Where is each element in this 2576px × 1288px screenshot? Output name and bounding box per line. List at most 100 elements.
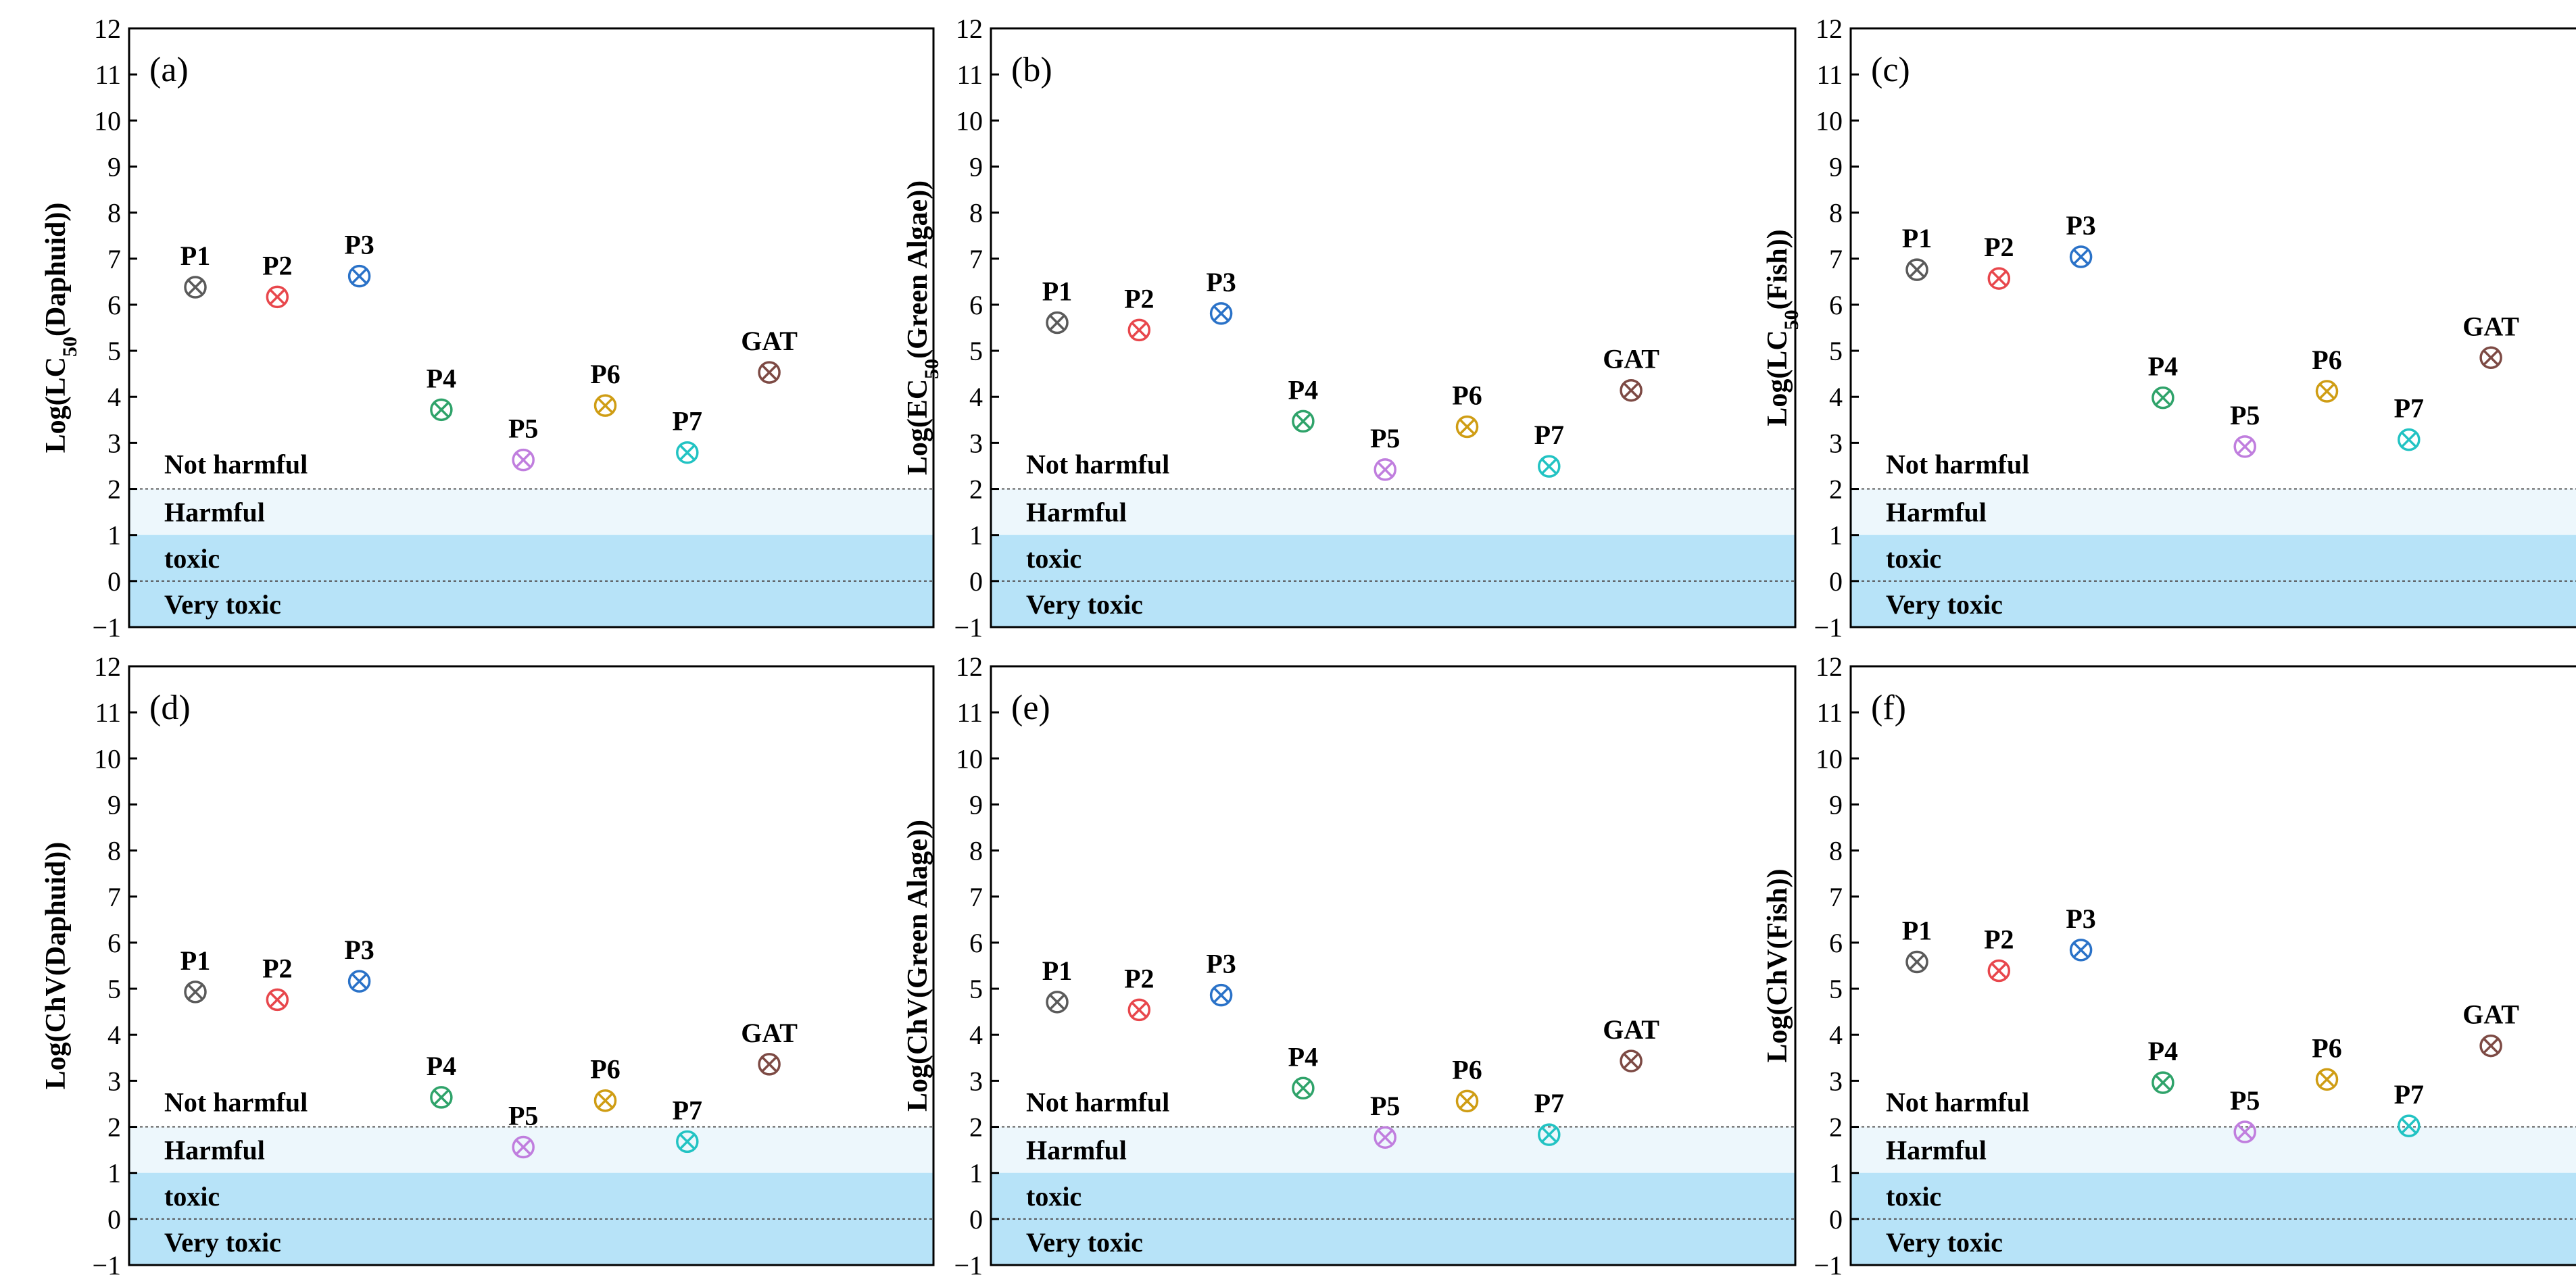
chart-panel-4: −10123456789101112Log(ChV(Daphuid))(d)No… <box>41 651 935 1281</box>
y-tick-label: 6 <box>1829 928 1843 958</box>
data-point-p5: P5 <box>2230 400 2260 458</box>
y-tick-label: 3 <box>969 1066 983 1096</box>
marker-circle <box>2398 428 2421 451</box>
data-point-gat: GAT <box>741 1018 798 1076</box>
data-point-p1: P1 <box>1902 916 1932 974</box>
zone-label-very-toxic: Very toxic <box>164 589 281 620</box>
y-tick-label: −1 <box>954 612 983 643</box>
y-tick-label: 1 <box>969 1158 983 1189</box>
point-label-p2: P2 <box>262 250 292 280</box>
marker-cross <box>1213 305 1230 322</box>
marker-circle <box>1127 318 1151 342</box>
y-tick-label: 4 <box>1829 1020 1843 1050</box>
marker-circle <box>1374 1126 1396 1149</box>
data-point-p3: P3 <box>1206 949 1236 1007</box>
harmful-band <box>991 1126 1795 1173</box>
zone-label-harmful: Harmful <box>1886 497 1987 528</box>
point-label-p2: P2 <box>1984 232 2014 262</box>
marker-circle <box>2479 346 2502 370</box>
point-label-p7: P7 <box>673 1095 702 1125</box>
data-point-p6: P6 <box>2312 345 2342 403</box>
y-tick-label: 8 <box>1829 836 1843 866</box>
marker-cross <box>1623 1053 1639 1069</box>
y-tick-label: 12 <box>956 651 983 682</box>
zone-label-very-toxic: Very toxic <box>1886 1227 2003 1258</box>
marker-circle <box>2479 1034 2502 1058</box>
y-tick-label: 9 <box>969 151 983 182</box>
y-tick-label: 7 <box>969 244 983 274</box>
y-tick-label: 7 <box>1829 244 1843 274</box>
y-tick-label: 2 <box>107 1112 121 1143</box>
point-label-p5: P5 <box>508 1101 538 1131</box>
data-point-p4: P4 <box>2148 1036 2178 1094</box>
y-axis-label-subscript: 50 <box>1780 309 1803 330</box>
marker-cross <box>269 289 286 305</box>
data-point-p3: P3 <box>344 935 374 993</box>
zone-label-toxic: toxic <box>1026 1181 1082 1212</box>
point-label-p4: P4 <box>427 1051 456 1081</box>
y-tick-label: 9 <box>1829 151 1843 182</box>
zone-label-very-toxic: Very toxic <box>164 1227 281 1258</box>
y-tick-label: 11 <box>956 59 983 90</box>
marker-circle <box>430 1086 453 1109</box>
data-point-p5: P5 <box>1370 1091 1400 1149</box>
marker-circle <box>512 1135 535 1159</box>
marker-circle <box>2315 1068 2339 1091</box>
data-point-gat: GAT <box>1603 344 1659 402</box>
point-label-p5: P5 <box>2230 1085 2260 1116</box>
y-tick-label: 12 <box>1816 14 1843 44</box>
marker-cross <box>187 279 203 295</box>
y-tick-label: 0 <box>1829 1204 1843 1235</box>
y-tick-label: 6 <box>107 928 121 958</box>
y-tick-label: 6 <box>1829 290 1843 320</box>
y-tick-label: 2 <box>1829 474 1843 505</box>
marker-circle <box>593 394 617 417</box>
y-tick-label: 11 <box>1816 697 1843 728</box>
marker-cross <box>679 1133 696 1150</box>
zone-label-toxic: toxic <box>1886 543 1941 574</box>
y-tick-label: −1 <box>1814 612 1843 643</box>
y-tick-label: 7 <box>107 244 121 274</box>
marker-circle <box>1209 302 1233 325</box>
zone-label-not-harmful: Not harmful <box>1026 1087 1169 1118</box>
point-label-p4: P4 <box>1288 374 1318 405</box>
data-point-p6: P6 <box>590 359 621 417</box>
marker-cross <box>1377 1129 1394 1146</box>
data-point-p6: P6 <box>590 1054 621 1112</box>
marker-circle <box>1905 258 1928 281</box>
y-tick-label: 4 <box>107 1020 121 1050</box>
marker-circle <box>1538 1123 1561 1146</box>
marker-cross <box>2072 249 2089 265</box>
y-tick-label: 8 <box>969 198 983 228</box>
marker-circle <box>2315 380 2339 403</box>
data-point-p1: P1 <box>1902 223 1932 281</box>
marker-cross <box>351 973 368 990</box>
zone-label-toxic: toxic <box>1886 1181 1941 1212</box>
y-tick-label: 10 <box>956 743 983 774</box>
harmful-band <box>1851 1126 2576 1173</box>
point-label-p3: P3 <box>344 230 374 260</box>
marker-cross <box>2483 349 2499 366</box>
y-tick-label: 2 <box>107 474 121 505</box>
marker-cross <box>1991 270 2008 287</box>
data-point-p1: P1 <box>180 241 210 299</box>
point-label-gat: GAT <box>741 326 798 356</box>
data-point-p3: P3 <box>344 230 374 288</box>
marker-circle <box>1987 959 2011 983</box>
marker-cross <box>1991 962 2008 979</box>
marker-circle <box>347 264 371 288</box>
y-axis-label: Log(LC50(Daphuid)) <box>41 203 81 453</box>
marker-cross <box>2318 1071 2335 1088</box>
y-axis-label-end: (Daphuid)) <box>41 203 72 337</box>
point-label-gat: GAT <box>1603 344 1659 374</box>
marker-cross <box>269 991 286 1008</box>
y-tick-label: 1 <box>107 520 121 551</box>
marker-cross <box>1377 462 1394 478</box>
data-point-p5: P5 <box>2230 1085 2260 1143</box>
point-label-p1: P1 <box>1042 276 1072 307</box>
point-label-p4: P4 <box>2148 1036 2178 1066</box>
marker-cross <box>1459 418 1476 435</box>
y-tick-label: 8 <box>107 836 121 866</box>
marker-cross <box>1909 262 1925 278</box>
